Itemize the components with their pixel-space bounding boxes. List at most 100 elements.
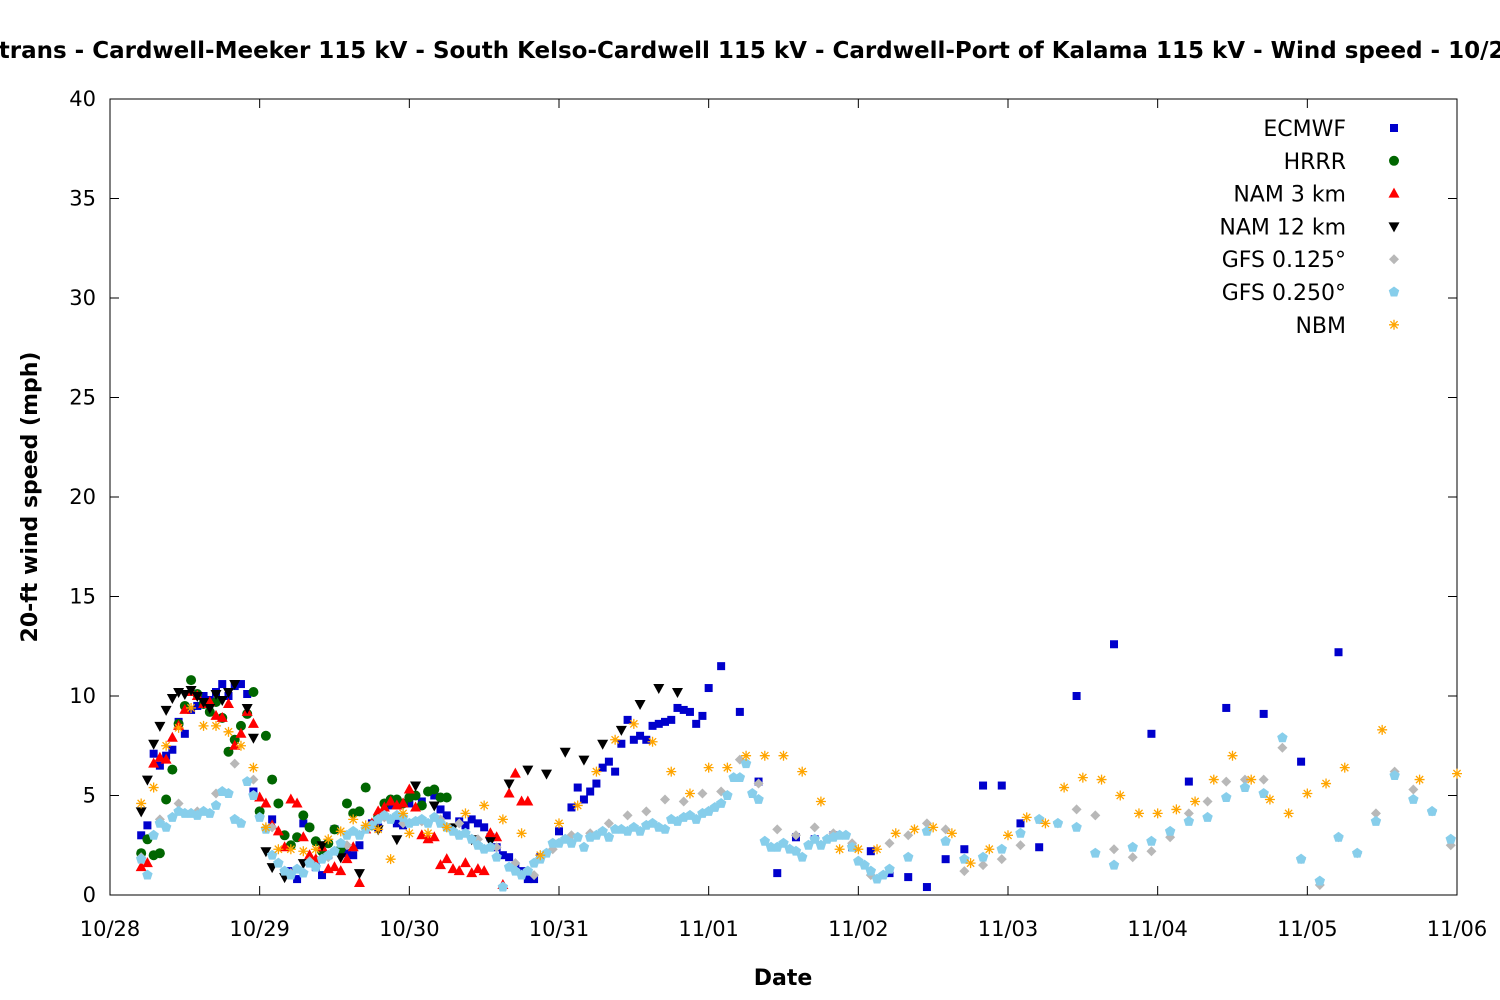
data-point (859, 859, 870, 870)
data-point (354, 806, 365, 817)
data-point (204, 703, 216, 714)
data-point (247, 733, 259, 744)
data-point (229, 680, 241, 691)
data-point (397, 797, 409, 808)
data-point (1108, 859, 1120, 870)
data-point (161, 794, 172, 805)
data-point (1015, 840, 1026, 851)
data-point (778, 750, 789, 761)
data-point (809, 833, 820, 844)
data-point (773, 869, 782, 878)
data-point (573, 783, 582, 792)
data-point (404, 828, 415, 839)
data-point (478, 865, 490, 876)
data-point (597, 825, 608, 836)
legend-label: ECMWF (1263, 117, 1346, 142)
data-point (865, 865, 877, 876)
data-point (853, 844, 864, 855)
data-point (567, 803, 576, 812)
data-point (809, 822, 820, 833)
data-point (1146, 835, 1157, 846)
x-tick-label: 10/30 (379, 917, 440, 941)
data-point (204, 695, 216, 706)
data-point (740, 758, 752, 769)
data-point (1183, 815, 1195, 826)
data-point (840, 829, 852, 840)
data-point (505, 853, 514, 862)
data-point (441, 822, 452, 833)
data-point (872, 844, 883, 855)
data-point (578, 841, 590, 852)
data-point (497, 814, 508, 825)
data-point (173, 722, 184, 733)
data-point (1127, 852, 1138, 863)
data-point (1021, 812, 1032, 823)
data-point (498, 851, 507, 860)
data-point (223, 788, 234, 798)
data-point (578, 755, 590, 766)
data-point (210, 709, 222, 720)
data-point (977, 851, 989, 862)
data-point (160, 821, 172, 832)
legend-label: NBM (1295, 314, 1346, 339)
data-point (254, 811, 265, 822)
y-tick-label: 35 (69, 187, 96, 211)
data-point (210, 799, 222, 810)
data-point (659, 823, 671, 834)
data-point (1283, 808, 1294, 819)
data-point (921, 818, 932, 829)
data-point (154, 751, 166, 762)
data-point (965, 858, 976, 869)
data-point (335, 865, 347, 876)
legend-label: NAM 12 km (1219, 215, 1346, 240)
data-point (535, 850, 546, 861)
data-point (360, 782, 371, 793)
data-point (497, 881, 509, 892)
data-point (717, 662, 726, 671)
data-point (1351, 847, 1363, 858)
data-point (884, 863, 895, 874)
data-point (741, 750, 752, 761)
x-axis-title: Date (754, 966, 813, 991)
data-point (459, 857, 471, 868)
data-point (509, 767, 521, 778)
data-point (297, 831, 309, 842)
data-point (310, 861, 322, 872)
data-point (180, 729, 189, 738)
x-axis: 10/28 10/29 10/30 10/31 11/01 11/02 11/03 11/04… (80, 99, 1487, 941)
data-point (1221, 791, 1232, 802)
data-point (1184, 777, 1193, 786)
data-point (1295, 853, 1307, 864)
data-point (211, 720, 222, 731)
data-point (436, 805, 445, 814)
data-point (1077, 772, 1088, 783)
data-point (572, 800, 583, 811)
data-point (247, 717, 259, 728)
data-point (996, 854, 1007, 865)
data-point (759, 835, 771, 846)
data-point (778, 837, 789, 848)
data-point (685, 707, 694, 716)
data-point (1321, 778, 1332, 789)
data-point (148, 739, 160, 750)
data-point (218, 680, 227, 689)
data-point (996, 843, 1007, 854)
data-point (241, 776, 253, 787)
data-point (155, 761, 164, 770)
data-point (928, 822, 939, 833)
data-point (335, 826, 346, 837)
data-point (592, 779, 601, 788)
data-point (617, 739, 626, 748)
data-point (1071, 821, 1082, 832)
data-point (466, 833, 477, 844)
data-point (603, 831, 615, 842)
data-point (615, 725, 627, 736)
data-point (1071, 804, 1082, 815)
data-point (866, 847, 875, 856)
data-point (480, 823, 489, 832)
data-point (1333, 831, 1344, 842)
data-point (442, 811, 451, 820)
data-point (909, 824, 920, 835)
x-tick-label: 10/29 (229, 917, 290, 941)
data-point (1334, 648, 1343, 657)
